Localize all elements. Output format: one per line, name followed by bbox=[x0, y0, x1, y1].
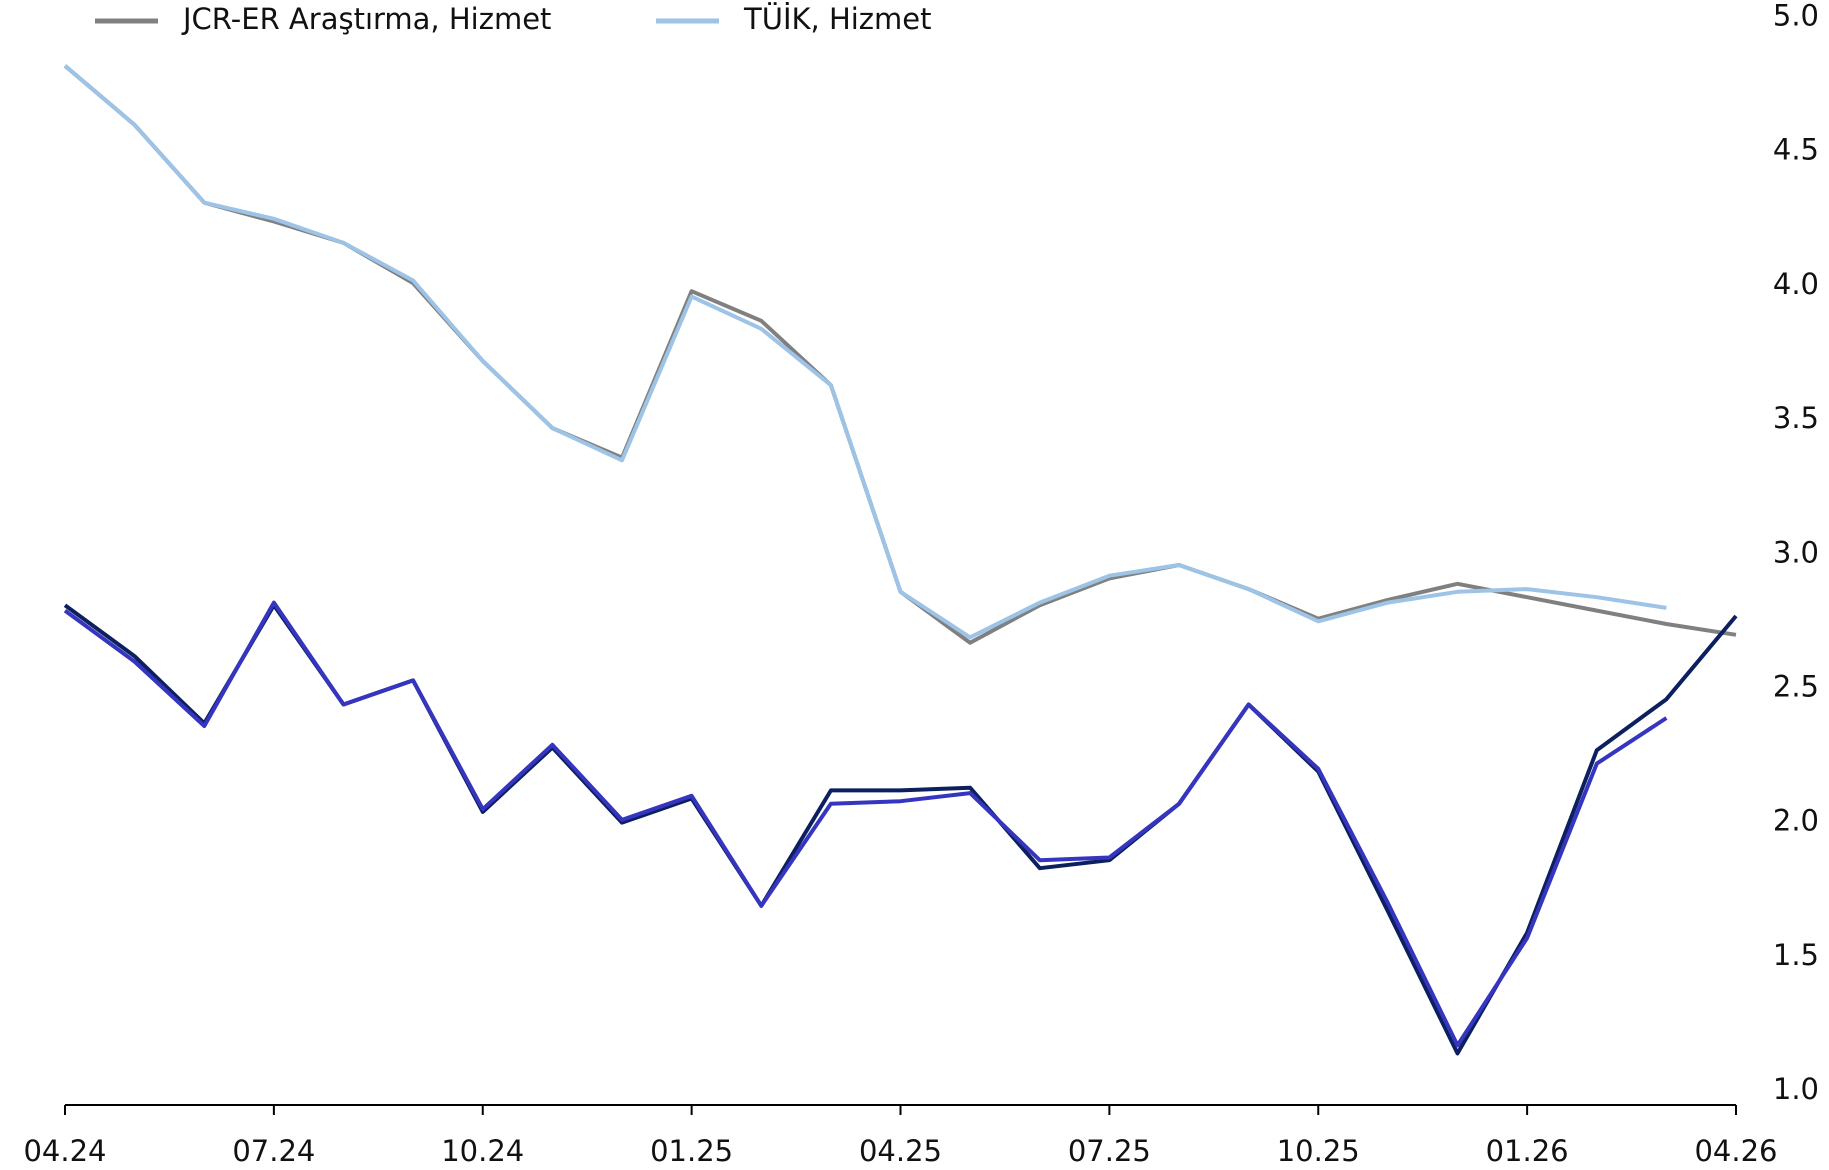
legend-label: JCR-ER Araştırma, Hizmet bbox=[181, 2, 551, 36]
series-line bbox=[63, 64, 1667, 640]
y-tick-label: 5.0 bbox=[1773, 0, 1819, 33]
y-tick-label: 4.5 bbox=[1773, 133, 1819, 167]
x-tick-label: 04.24 bbox=[23, 1134, 106, 1168]
x-tick-label: 01.25 bbox=[650, 1134, 733, 1168]
x-tick-label: 01.26 bbox=[1486, 1134, 1569, 1168]
x-tick-label: 04.25 bbox=[859, 1134, 942, 1168]
legend-label: TÜİK, Hizmet bbox=[743, 2, 932, 36]
series-line bbox=[63, 64, 1737, 645]
y-tick-label: 1.0 bbox=[1773, 1072, 1819, 1106]
y-tick-label: 3.5 bbox=[1773, 401, 1819, 435]
series-line bbox=[63, 603, 1738, 1056]
y-tick-label: 1.5 bbox=[1773, 938, 1819, 972]
y-tick-label: 2.0 bbox=[1773, 804, 1819, 838]
x-tick-label: 10.24 bbox=[441, 1134, 524, 1168]
x-tick-label: 04.26 bbox=[1694, 1134, 1777, 1168]
y-tick-label: 3.0 bbox=[1773, 535, 1819, 569]
y-tick-label: 2.5 bbox=[1773, 669, 1819, 703]
x-tick-label: 07.24 bbox=[232, 1134, 315, 1168]
y-tick-label: 4.0 bbox=[1773, 267, 1819, 301]
x-tick-label: 10.25 bbox=[1277, 1134, 1360, 1168]
series-line bbox=[63, 600, 1668, 1048]
x-tick-label: 07.25 bbox=[1068, 1134, 1151, 1168]
